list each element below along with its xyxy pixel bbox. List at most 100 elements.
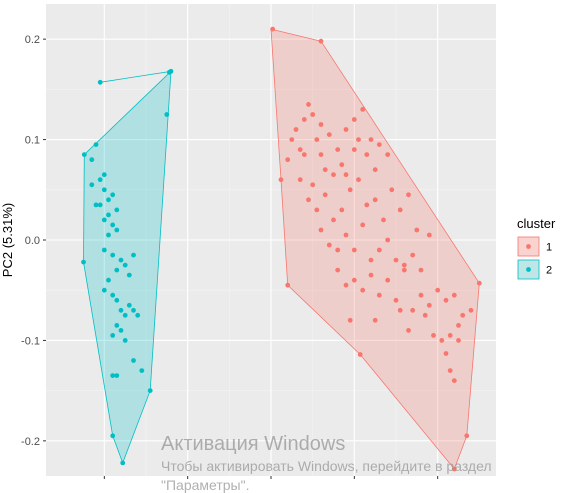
cluster-2-point: [81, 259, 86, 265]
cluster-1-point: [310, 112, 316, 117]
cluster-1-point: [397, 307, 403, 313]
cluster-1-point: [447, 333, 453, 338]
cluster-1-point: [278, 177, 284, 183]
cluster-1-point: [335, 147, 341, 153]
cluster-2-point: [114, 373, 120, 378]
cluster-2-point: [131, 252, 136, 258]
cluster-1-point: [326, 132, 332, 138]
major-gridlines: [46, 4, 496, 476]
cluster-2-point: [114, 267, 120, 273]
cluster-2-point: [135, 312, 141, 318]
cluster-2-point: [101, 247, 107, 253]
cluster-1-point: [464, 433, 470, 439]
cluster-1-point: [343, 172, 349, 178]
cluster-1-point: [301, 152, 307, 158]
legend-key-point-1: [526, 244, 531, 249]
cluster-1-point: [435, 287, 441, 293]
cluster-1-point: [406, 192, 411, 198]
cluster-1-point: [289, 137, 295, 143]
y-axis-title: PC2 (5.31%): [0, 203, 15, 277]
cluster-1-point: [385, 237, 391, 243]
cluster-1-point: [443, 351, 449, 356]
cluster-2-point: [89, 157, 95, 163]
cluster-1-point: [314, 137, 320, 143]
cluster-1-point: [381, 217, 386, 223]
cluster-1-point: [356, 177, 361, 183]
cluster-1-point: [426, 232, 432, 238]
cluster-2-point: [93, 202, 99, 208]
cluster-1-point: [410, 252, 416, 258]
cluster-1-point: [343, 282, 349, 288]
y-tick-label: 0.0: [25, 235, 40, 247]
cluster-1-point: [360, 287, 366, 293]
cluster-2-point: [164, 112, 170, 117]
cluster-1-point: [343, 127, 349, 132]
cluster-1-point: [285, 282, 291, 288]
cluster-2-point: [166, 69, 172, 75]
cluster-2-point: [106, 277, 111, 283]
cluster-1-point: [270, 26, 276, 32]
cluster-1-point: [297, 147, 303, 153]
cluster-2-point: [93, 142, 99, 148]
cluster-2-point: [110, 373, 116, 378]
cluster-1-point: [339, 162, 345, 168]
pca-cluster-scatter-chart: -0.2 -0.1 0.0 0.1 0.2 PC2 (5.31%) cluster 1 2: [0, 4, 556, 479]
cluster-1-point: [376, 247, 382, 253]
cluster-2-point: [97, 202, 103, 208]
cluster-1-point: [339, 207, 345, 213]
legend: cluster 1 2: [517, 216, 556, 280]
cluster-1-point: [335, 247, 341, 253]
cluster-1-point: [318, 227, 324, 233]
cluster-2-point: [114, 227, 120, 233]
legend-label-2: 2: [546, 265, 552, 277]
data-points: [81, 26, 482, 472]
cluster-2-point: [89, 182, 95, 188]
cluster-1-point: [285, 157, 291, 163]
cluster-1-point: [360, 107, 366, 112]
cluster-2-point: [81, 152, 87, 158]
cluster-1-point: [351, 117, 357, 122]
cluster-1-point: [310, 182, 316, 188]
cluster-1-point: [456, 338, 461, 343]
cluster-1-point: [410, 307, 416, 313]
cluster-2-point: [110, 222, 116, 228]
cluster-1-point: [376, 292, 382, 298]
cluster-2-point: [101, 172, 107, 178]
cluster-2-point: [120, 460, 126, 466]
cluster-1-point: [314, 207, 320, 213]
cluster-1-point: [422, 312, 428, 318]
cluster-1-point: [322, 192, 328, 198]
cluster-1-point: [418, 267, 424, 273]
cluster-1-point: [451, 292, 457, 298]
cluster-2-point: [114, 297, 120, 303]
cluster-1-point: [389, 187, 395, 193]
cluster-2-point: [147, 388, 153, 393]
y-axis: -0.2 -0.1 0.0 0.1 0.2: [21, 34, 439, 479]
cluster-2-point: [131, 358, 136, 363]
cluster-1-point: [451, 466, 457, 472]
cluster-1-point: [318, 122, 324, 127]
cluster-1-point: [393, 257, 399, 263]
y-tick-label: 0.1: [25, 135, 40, 147]
cluster-1-point: [401, 267, 407, 273]
cluster-1-point: [364, 152, 370, 158]
cluster-1-point: [397, 207, 403, 213]
cluster-2-point: [139, 368, 145, 373]
cluster-1-point: [356, 137, 361, 143]
cluster-1-point: [456, 323, 461, 328]
cluster-1-point: [322, 167, 328, 173]
cluster-1-point: [297, 177, 303, 183]
cluster-1-point: [331, 217, 336, 223]
cluster-2-point: [118, 328, 124, 333]
cluster-1-point: [476, 280, 482, 286]
cluster-1-point: [293, 127, 299, 132]
cluster-1-point: [401, 262, 407, 268]
cluster-2-point: [126, 302, 132, 308]
y-tick-label: 0.2: [25, 34, 40, 46]
cluster-hulls: [83, 28, 480, 470]
cluster-2-point: [97, 177, 103, 183]
cluster-2-point: [101, 287, 107, 293]
cluster-1-point: [443, 297, 449, 303]
cluster-2-point: [110, 333, 116, 338]
cluster-2-point: [106, 197, 111, 203]
